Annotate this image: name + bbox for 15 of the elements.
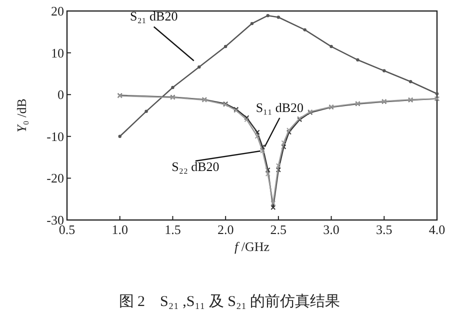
y-tick-label: -10 — [46, 128, 64, 144]
x-axis-title: f /GHz — [234, 239, 270, 254]
y-tick-label: -20 — [46, 170, 64, 186]
x-tick-label: 3.0 — [323, 222, 340, 237]
y-axis-title: Y₀ /dB — [14, 98, 29, 132]
x-tick-label: 1.0 — [112, 222, 128, 237]
x-tick-label: 2.0 — [217, 222, 234, 237]
y-tick-label: 0 — [58, 87, 64, 102]
x-tick-label: 2.5 — [270, 222, 287, 237]
text: 图 2 S₂₁ ,S₁₁ 及 S₂₁ 的前仿真结果 — [118, 293, 340, 310]
x-tick-label: 1.5 — [164, 222, 181, 237]
y-tick-label: 10 — [51, 45, 64, 60]
x-tick-label: 3.5 — [376, 222, 392, 237]
x-tick-label: 4.0 — [428, 222, 446, 237]
y-tick-label: 20 — [51, 4, 64, 18]
